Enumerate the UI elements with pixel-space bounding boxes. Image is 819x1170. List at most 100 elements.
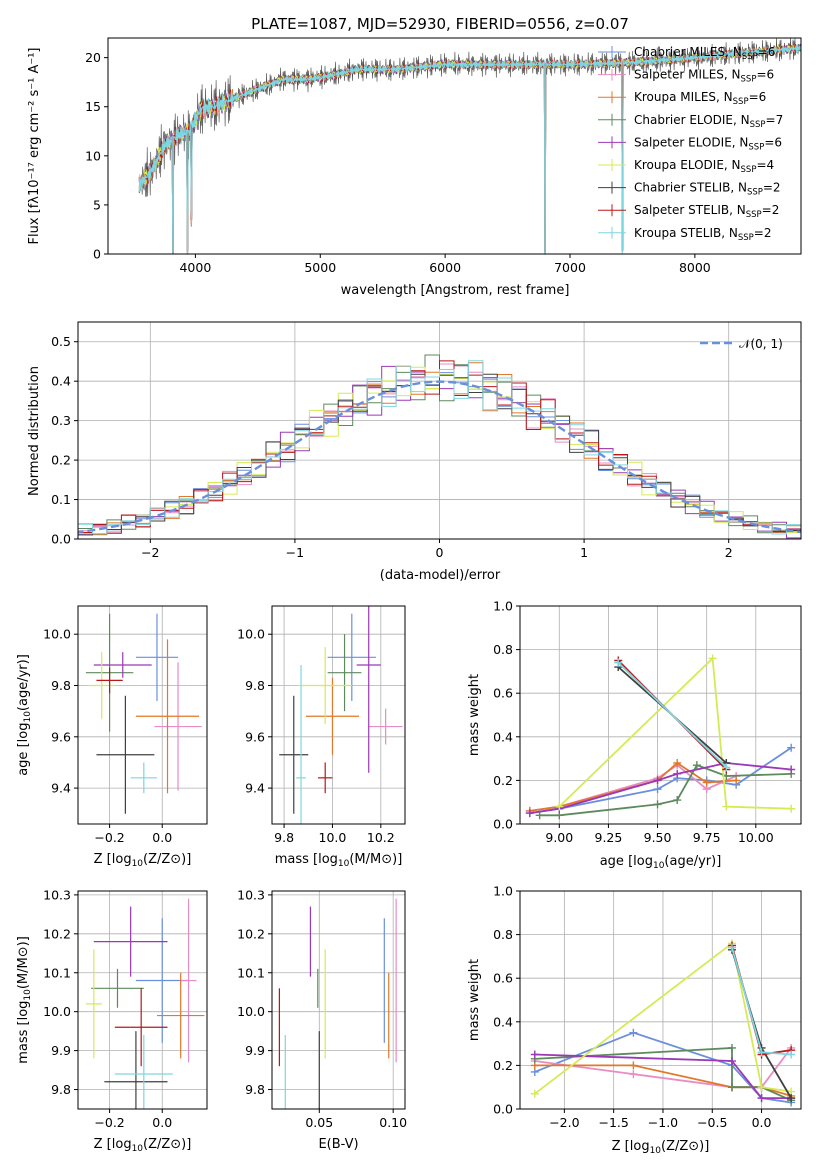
- weight-point: [787, 765, 796, 774]
- x-tick-label: −1.5: [598, 1115, 628, 1130]
- y-axis-label: mass weight: [467, 674, 482, 756]
- y-tick-label: 0.4: [493, 1014, 513, 1029]
- y-tick-label: 0.5: [51, 334, 71, 349]
- normal-curve: [78, 380, 801, 534]
- y-tick-label: 5: [93, 197, 101, 212]
- weight-point: [787, 743, 796, 752]
- axes-spectrum: 4000 5000 6000 7000 8000 0 5 10 15 20 Chabrier MIL…: [85, 37, 802, 275]
- x-axis-label: Z [log10(Z/Z⊙)]: [612, 1139, 710, 1156]
- y-tick-label: 0.2: [493, 1058, 513, 1073]
- weight-line: [617, 662, 727, 768]
- legend-label-salpeter-elodie: Salpeter ELODIE, NSSP=6: [634, 135, 782, 152]
- x-tick-label: 1: [580, 545, 588, 560]
- errorbar-kroupa-elodie: [298, 647, 352, 724]
- legend-label-chabrier-miles: Chabrier MILES, NSSP=6: [634, 45, 775, 62]
- y-tick-label: 0.8: [493, 927, 513, 942]
- axes-frame: [77, 605, 208, 825]
- weight-series-kroupa-elodie: [555, 654, 796, 813]
- weight-point: [787, 1050, 796, 1059]
- weight-point: [653, 800, 662, 809]
- y-tick-label: 9.4: [51, 781, 71, 796]
- x-tick-label: 0.0: [152, 830, 172, 845]
- weight-point: [722, 763, 731, 772]
- y-tick-label: 0.0: [51, 532, 71, 547]
- y-tick-label: 9.9: [51, 1043, 71, 1058]
- x-tick-label: 0.0: [752, 1115, 772, 1130]
- axes-weight-vs-z: −2.0 −1.5 −1.0 −0.5 0.0 0.0 0.2 0.4 0.6 0.8 1.0 Z […: [493, 884, 802, 1156]
- axes-frame: [271, 605, 406, 825]
- grid-mass-vs-z: [78, 891, 207, 1109]
- marks-residuals: [78, 354, 801, 539]
- weight-point: [727, 943, 736, 952]
- ticks-mass-vs-z: −0.2 0.0 9.8 9.9 10.0 10.1 10.2 10.3: [43, 887, 172, 1130]
- weight-point: [787, 1094, 796, 1103]
- weight-line: [529, 761, 737, 812]
- y-tick-label: 9.8: [51, 678, 71, 693]
- x-tick-label: 9.00: [545, 830, 573, 845]
- x-tick-label: 4000: [179, 260, 211, 275]
- x-axis-label: mass [log10(M/M⊙)]: [275, 852, 403, 869]
- weight-point: [530, 1050, 539, 1059]
- errorbar-kroupa-elodie: [85, 949, 102, 1059]
- weight-point: [629, 1061, 638, 1070]
- errorbar-chabrier-elodie: [91, 968, 144, 1008]
- errorbar-salpeter-stelib: [96, 667, 123, 694]
- y-tick-label: 10.2: [43, 926, 71, 941]
- legend-label-normal: 𝒩(0, 1): [739, 337, 783, 351]
- y-tick-label: 10.3: [237, 887, 265, 902]
- weight-point: [722, 802, 731, 811]
- y-tick-label: 0.4: [493, 729, 513, 744]
- errorbar-chabrier-stelib: [104, 1031, 168, 1109]
- y-tick-label: 9.8: [245, 1082, 265, 1097]
- weight-point: [530, 1089, 539, 1098]
- marks-age-vs-mass: [279, 606, 403, 824]
- weight-series-kroupa-stelib: [614, 658, 731, 772]
- x-tick-label: 0.0: [152, 1115, 172, 1130]
- y-tick-label: 0.6: [493, 686, 513, 701]
- weight-point: [708, 654, 717, 663]
- errorbar-kroupa-stelib: [114, 1035, 173, 1109]
- weight-point: [757, 1083, 766, 1092]
- weight-point: [555, 802, 564, 811]
- axes-mass-vs-z: −0.2 0.0 9.8 9.9 10.0 10.1 10.2 10.3 Z [log10(Z/…: [16, 887, 208, 1154]
- legend-label-kroupa-elodie: Kroupa ELODIE, NSSP=4: [634, 158, 774, 175]
- weight-point: [727, 1057, 736, 1066]
- marks-spectrum: [138, 38, 801, 254]
- axes-frame: [107, 37, 802, 255]
- errorbar-chabrier-miles: [135, 613, 179, 701]
- axes-weight-vs-age: 9.00 9.25 9.50 9.75 10.00 0.0 0.2 0.4 0.6 0.8 1.0 a…: [493, 599, 802, 871]
- weight-point: [732, 776, 741, 785]
- errorbar-salpeter-miles: [154, 662, 202, 791]
- y-tick-label: 10.0: [43, 627, 71, 642]
- axes-mass-vs-ebv: 0.05 0.10 9.8 9.9 10.0 10.1 10.2 10.3 E(B-V): [237, 887, 407, 1152]
- y-tick-label: 20: [85, 50, 101, 65]
- x-tick-label: −0.2: [94, 1115, 124, 1130]
- x-axis-label: E(B-V): [318, 1137, 358, 1152]
- x-tick-label: −0.2: [94, 830, 124, 845]
- weight-line: [534, 1053, 792, 1099]
- weight-point: [727, 1043, 736, 1052]
- y-tick-label: 10.0: [237, 627, 265, 642]
- marks-mass-vs-ebv: [278, 898, 397, 1109]
- legend-label-salpeter-stelib: Salpeter STELIB, NSSP=2: [634, 203, 779, 220]
- x-tick-label: 9.25: [595, 830, 623, 845]
- legend-label-kroupa-stelib: Kroupa STELIB, NSSP=2: [634, 226, 772, 243]
- legend: Chabrier MILES, NSSP=6 Salpeter MILES, NS…: [598, 45, 783, 243]
- x-tick-label: 10.2: [367, 830, 395, 845]
- errorbar-kroupa-stelib: [296, 664, 306, 824]
- weight-point: [653, 776, 662, 785]
- x-tick-label: 10.0: [319, 830, 347, 845]
- y-tick-label: 9.9: [245, 1043, 265, 1058]
- weight-line: [534, 941, 792, 1095]
- y-tick-label: 0.0: [493, 1102, 513, 1117]
- x-axis-label: (data-model)/error: [380, 568, 501, 583]
- weight-point: [702, 778, 711, 787]
- weight-point: [629, 1070, 638, 1079]
- axes-frame: [271, 890, 406, 1110]
- errorbar-salpeter-elodie: [93, 652, 152, 678]
- weight-series-kroupa-stelib: [727, 943, 796, 1059]
- y-tick-label: 0.4: [51, 374, 71, 389]
- y-tick-label: 10.0: [237, 1004, 265, 1019]
- weight-point: [535, 811, 544, 820]
- weight-point: [757, 1094, 766, 1103]
